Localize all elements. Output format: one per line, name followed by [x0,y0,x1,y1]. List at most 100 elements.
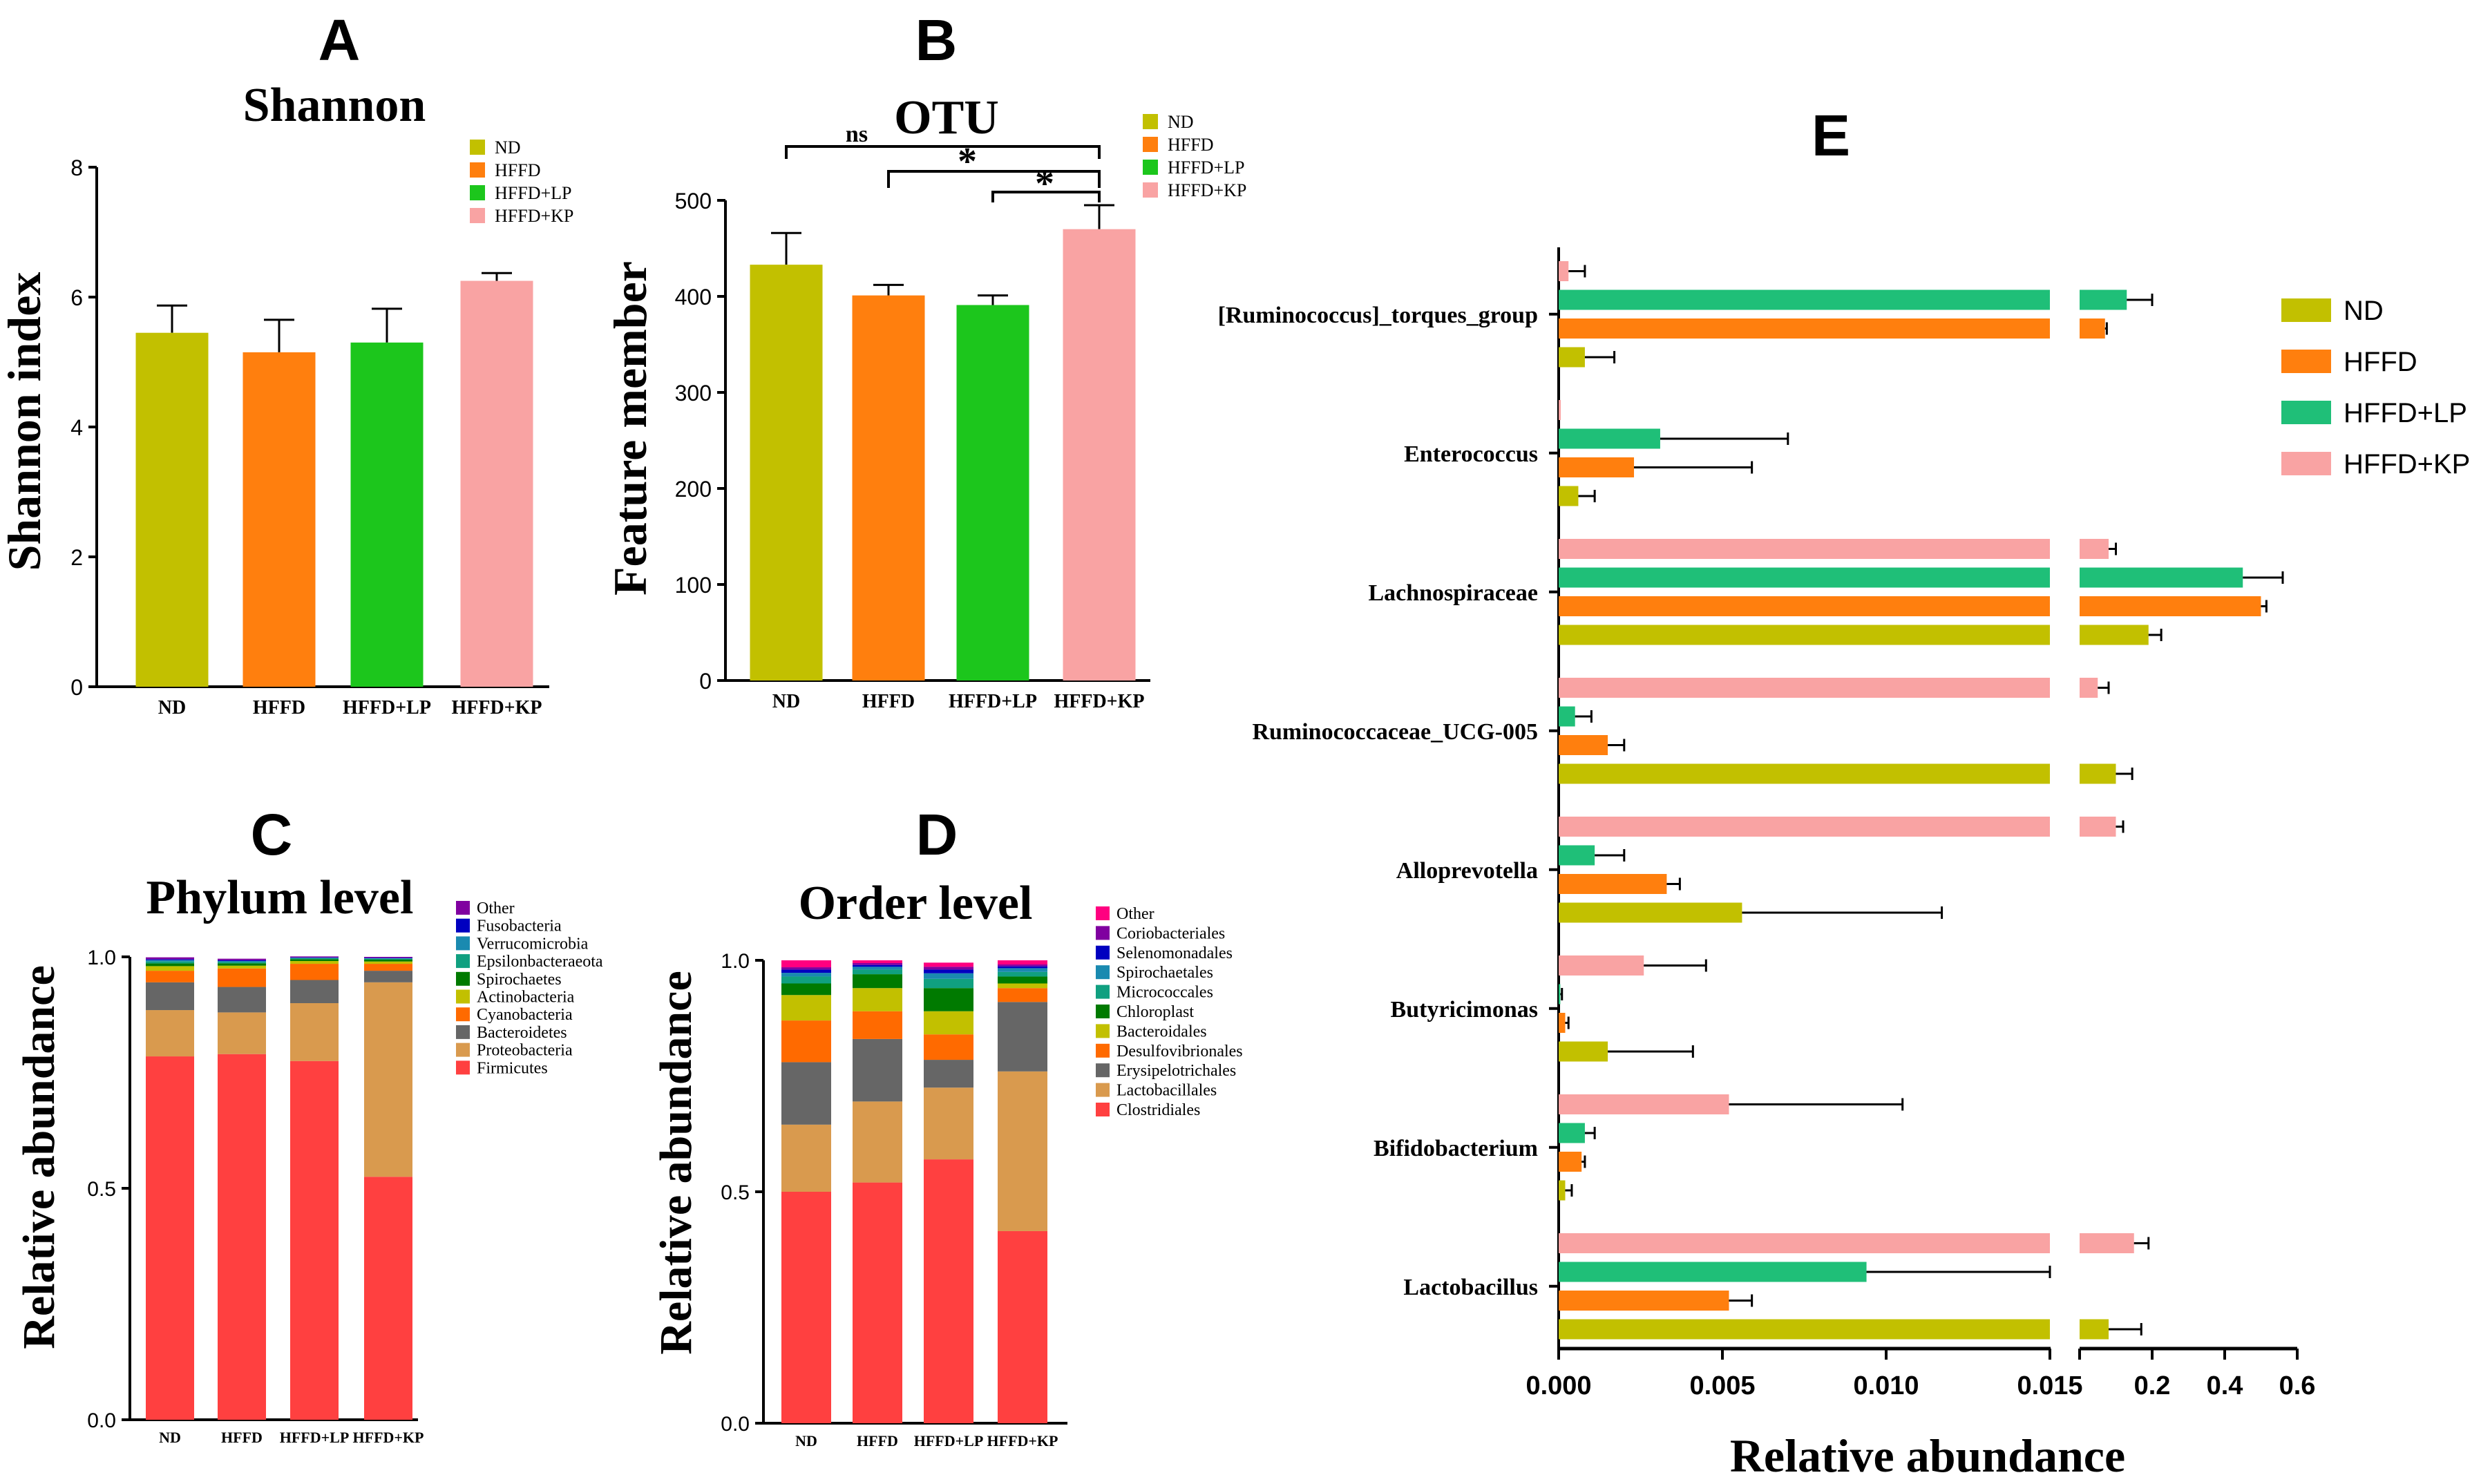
legend-item: Proteobacteria [456,1042,573,1060]
category-label: Enterococcus [1404,441,1538,467]
stack-segment [853,1182,902,1423]
legend-item: Other [1096,905,1154,923]
legend-label: Desulfovibrionales [1116,1043,1243,1060]
y-tick-label: 8 [70,155,83,180]
x-tick-e: 0.015 [2017,1349,2083,1400]
x-tick-label: 0.4 [2207,1371,2243,1400]
y-tick-label: 400 [675,285,712,310]
legend-swatch [456,1060,470,1075]
bar [1559,428,1660,449]
bar [2080,596,2261,616]
y-tick-label: 0 [699,669,712,694]
stacked-bars-c [146,956,412,1420]
legend-item: Chloroplast [1096,1003,1194,1021]
bar [350,342,424,687]
stack-segment [146,957,194,960]
bar [1559,706,1575,727]
bar [2080,1319,2109,1340]
x-tick-e: 0.6 [2279,1349,2316,1400]
stack-segment [146,961,194,964]
legend-item: ND [1143,112,1194,132]
x-tick-label: HFFD [862,691,915,712]
legend-item: Lactobacillales [1096,1082,1217,1100]
legend-label: HFFD+LP [495,183,571,203]
bar [1559,347,1585,368]
y-tick-a: 4 [70,415,97,440]
x-tick-label: HFFD+KP [1054,691,1144,712]
stack-segment [146,959,194,960]
legend-label: HFFD [495,160,540,180]
bar [135,332,209,687]
legend-item: Firmicutes [456,1059,548,1077]
stack-segment [364,1177,412,1420]
legend-item: HFFD [2281,347,2417,377]
y-tick-b: 0 [699,669,725,694]
y-tick-b: 400 [675,285,725,310]
legend-label: ND [1168,112,1194,132]
legend-item: Bacteroidales [1096,1022,1207,1040]
legend-swatch [1096,1005,1110,1018]
legend-item: Spirochaetes [456,971,562,989]
legend-label: HFFD+KP [495,206,573,226]
legend-swatch [456,1025,470,1039]
bar [1559,1319,2050,1340]
x-tick-label: ND [795,1432,817,1449]
stack-segment [924,969,973,973]
legend-item: Coriobacteriales [1096,924,1225,942]
bar [2080,763,2116,784]
bar [1559,486,1579,506]
y-tick-label: 6 [70,285,83,310]
x-tick-label: HFFD+LP [949,691,1037,712]
y-tick-label: 100 [675,573,712,598]
stack-segment [218,968,266,987]
stack-segment [998,983,1047,989]
stack-segment [924,978,973,989]
legend-swatch [456,918,470,933]
stack-segment [364,957,412,958]
bar [1559,596,2050,616]
legend-item: Erysipelotrichales [1096,1062,1236,1080]
bar [1559,625,2050,645]
legend-item: ND [2281,296,2384,326]
legend-label: Other [1116,905,1154,923]
x-axis-label-e: Relative abundance [1730,1429,2125,1482]
category-label: Butyricimonas [1391,997,1538,1022]
legend-swatch [456,901,470,915]
panel-a: A Shannon Shannon index 0 2 4 6 8 ND HFF… [0,8,573,719]
legend-swatch [1096,1083,1110,1097]
x-tick-label: 0.6 [2279,1371,2316,1400]
x-tick-label: HFFD [857,1432,898,1449]
chart-title-d: Order level [799,877,1033,930]
panel-c: C Phylum level Relative abundance 0.0 0.… [14,802,603,1446]
stack-segment [998,976,1047,984]
y-tick-label: 4 [70,415,83,440]
chart-title-a: Shannon [243,79,426,132]
bars-a [135,272,533,687]
bar [1559,261,1569,281]
stack-segment [924,1087,973,1160]
x-tick-label: 0.2 [2134,1371,2171,1400]
legend-item: HFFD+LP [1143,158,1244,178]
y-tick-label: 0.0 [721,1413,750,1436]
bar [1559,902,1742,923]
bar [1559,1180,1566,1201]
x-tick-e: 0.000 [1526,1349,1592,1400]
legend-label: HFFD+KP [1168,180,1246,200]
legend-label: HFFD [2344,347,2417,377]
legend-label: HFFD [1168,135,1213,155]
y-tick-c: 1.0 [87,946,130,969]
stack-segment [364,958,412,959]
bar [1559,817,2050,837]
stack-segment [924,967,973,970]
bar [1559,955,1644,976]
legend-item: HFFD+LP [470,183,571,203]
y-tick-label: 0.0 [87,1409,116,1432]
legend-item: Verrucomicrobia [456,935,589,953]
legend-item: HFFD [470,160,540,180]
stack-segment [364,961,412,964]
panel-e: E [Ruminococcus]_torques_group Enterococc… [1218,103,2471,1482]
y-ticks-a: 0 2 4 6 8 [70,155,97,700]
bar [460,280,533,687]
x-tick-label: HFFD+LP [280,1429,350,1446]
legend-label: ND [495,137,521,158]
